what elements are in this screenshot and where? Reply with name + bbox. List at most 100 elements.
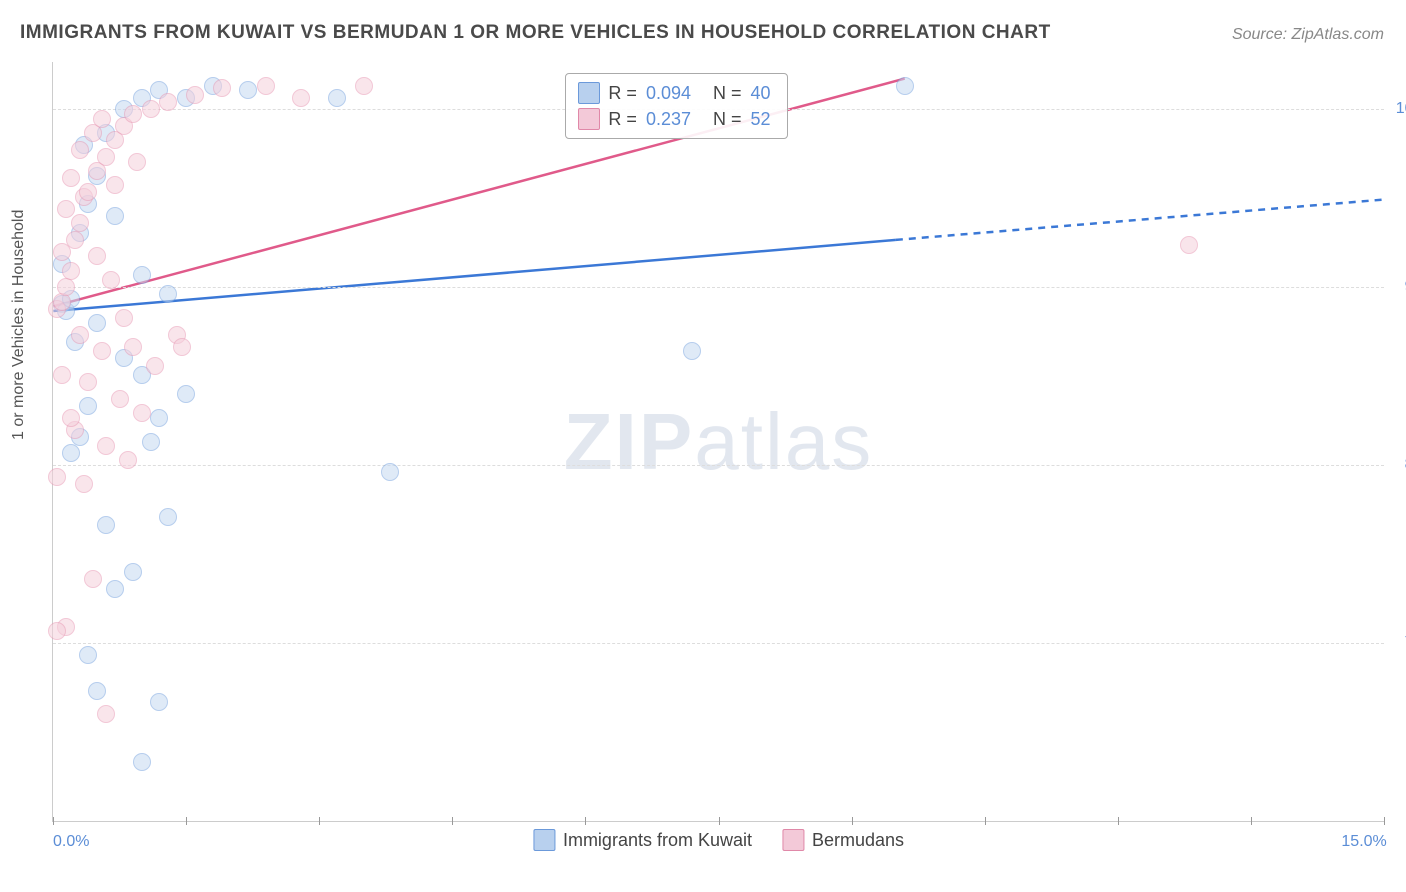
- scatter-point: [71, 141, 89, 159]
- x-tick: [53, 817, 54, 825]
- scatter-point: [84, 570, 102, 588]
- scatter-point: [97, 516, 115, 534]
- legend-n: N = 52: [713, 109, 775, 130]
- legend-row: R = 0.094 N = 40: [578, 80, 774, 106]
- scatter-point: [146, 357, 164, 375]
- x-tick: [719, 817, 720, 825]
- scatter-point: [142, 100, 160, 118]
- scatter-point: [124, 338, 142, 356]
- scatter-point: [111, 390, 129, 408]
- scatter-point: [79, 373, 97, 391]
- scatter-point: [88, 682, 106, 700]
- gridline: [53, 287, 1384, 288]
- scatter-point: [896, 77, 914, 95]
- scatter-point: [79, 646, 97, 664]
- y-tick-label: 100.0%: [1396, 100, 1406, 118]
- x-tick: [852, 817, 853, 825]
- scatter-plot-area: ZIPatlas 77.5%85.0%92.5%100.0%0.0%15.0% …: [52, 62, 1384, 822]
- scatter-point: [106, 207, 124, 225]
- x-tick: [452, 817, 453, 825]
- scatter-point: [62, 409, 80, 427]
- scatter-point: [48, 622, 66, 640]
- trend-line: [53, 240, 895, 311]
- scatter-point: [133, 753, 151, 771]
- x-tick: [585, 817, 586, 825]
- gridline: [53, 643, 1384, 644]
- x-tick: [1251, 817, 1252, 825]
- scatter-point: [106, 580, 124, 598]
- scatter-point: [97, 705, 115, 723]
- gridline: [53, 465, 1384, 466]
- scatter-point: [62, 444, 80, 462]
- scatter-point: [150, 693, 168, 711]
- scatter-point: [88, 314, 106, 332]
- correlation-legend: R = 0.094 N = 40 R = 0.237 N = 52: [565, 73, 787, 139]
- scatter-point: [119, 451, 137, 469]
- legend-n: N = 40: [713, 83, 775, 104]
- scatter-point: [124, 105, 142, 123]
- scatter-point: [173, 338, 191, 356]
- scatter-point: [381, 463, 399, 481]
- series-legend: Immigrants from Kuwait Bermudans: [533, 829, 904, 851]
- chart-source: Source: ZipAtlas.com: [1232, 26, 1384, 44]
- legend-swatch: [578, 82, 600, 104]
- scatter-point: [239, 81, 257, 99]
- scatter-point: [150, 409, 168, 427]
- y-axis-label: 1 or more Vehicles in Household: [10, 210, 28, 440]
- scatter-point: [257, 77, 275, 95]
- chart-title: IMMIGRANTS FROM KUWAIT VS BERMUDAN 1 OR …: [20, 22, 1051, 44]
- x-tick: [985, 817, 986, 825]
- scatter-point: [97, 437, 115, 455]
- x-tick-label: 15.0%: [1341, 833, 1386, 851]
- scatter-point: [57, 278, 75, 296]
- scatter-point: [75, 475, 93, 493]
- scatter-point: [213, 79, 231, 97]
- scatter-point: [159, 285, 177, 303]
- scatter-point: [1180, 236, 1198, 254]
- scatter-point: [128, 153, 146, 171]
- x-tick: [186, 817, 187, 825]
- scatter-point: [93, 110, 111, 128]
- scatter-point: [355, 77, 373, 95]
- x-tick: [1384, 817, 1385, 825]
- scatter-point: [683, 342, 701, 360]
- legend-row: R = 0.237 N = 52: [578, 106, 774, 132]
- legend-r: R = 0.094: [608, 83, 695, 104]
- scatter-point: [48, 468, 66, 486]
- legend-label: Immigrants from Kuwait: [563, 830, 752, 851]
- scatter-point: [71, 214, 89, 232]
- scatter-point: [53, 366, 71, 384]
- trend-line-extension: [896, 200, 1384, 240]
- scatter-point: [328, 89, 346, 107]
- legend-label: Bermudans: [812, 830, 904, 851]
- scatter-point: [292, 89, 310, 107]
- legend-swatch: [578, 108, 600, 130]
- scatter-point: [62, 169, 80, 187]
- scatter-point: [93, 342, 111, 360]
- trend-lines: [53, 62, 1384, 821]
- scatter-point: [177, 385, 195, 403]
- scatter-point: [115, 309, 133, 327]
- scatter-point: [71, 326, 89, 344]
- legend-item: Bermudans: [782, 829, 904, 851]
- scatter-point: [159, 93, 177, 111]
- scatter-point: [66, 231, 84, 249]
- legend-item: Immigrants from Kuwait: [533, 829, 752, 851]
- scatter-point: [57, 200, 75, 218]
- scatter-point: [159, 508, 177, 526]
- scatter-point: [124, 563, 142, 581]
- legend-swatch: [782, 829, 804, 851]
- scatter-point: [186, 86, 204, 104]
- scatter-point: [133, 404, 151, 422]
- legend-r: R = 0.237: [608, 109, 695, 130]
- x-tick-label: 0.0%: [53, 833, 89, 851]
- scatter-point: [106, 176, 124, 194]
- scatter-point: [102, 271, 120, 289]
- scatter-point: [79, 397, 97, 415]
- x-tick: [1118, 817, 1119, 825]
- legend-swatch: [533, 829, 555, 851]
- scatter-point: [97, 148, 115, 166]
- scatter-point: [142, 433, 160, 451]
- scatter-point: [133, 266, 151, 284]
- scatter-point: [79, 183, 97, 201]
